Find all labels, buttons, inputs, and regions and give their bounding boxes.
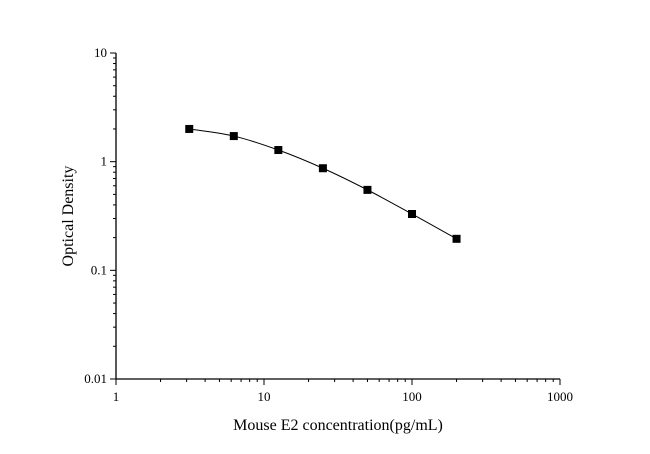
y-tick-label: 10	[94, 45, 107, 60]
y-tick-label: 1	[101, 154, 108, 169]
data-point	[452, 234, 461, 243]
data-point	[229, 132, 238, 141]
x-tick-label: 1	[113, 389, 120, 404]
data-point	[408, 209, 416, 218]
y-ticks: 0.01 0.1 1 10	[84, 45, 116, 386]
series-line	[189, 128, 457, 240]
data-point	[318, 164, 327, 173]
axes	[115, 53, 560, 380]
y-tick-label: 0.01	[84, 371, 107, 386]
data-point	[274, 146, 283, 155]
data-point	[363, 185, 372, 194]
y-axis-title: Optical Density	[60, 166, 77, 267]
data-point	[185, 124, 194, 133]
series	[185, 124, 461, 243]
y-tick-label: 0.1	[91, 262, 107, 277]
x-ticks: 1 10 100 1000	[113, 379, 573, 404]
x-tick-label: 100	[402, 389, 422, 404]
x-axis-title: Mouse E2 concentration(pg/mL)	[233, 417, 443, 434]
x-tick-label: 10	[258, 389, 271, 404]
x-tick-label: 1000	[547, 389, 573, 404]
